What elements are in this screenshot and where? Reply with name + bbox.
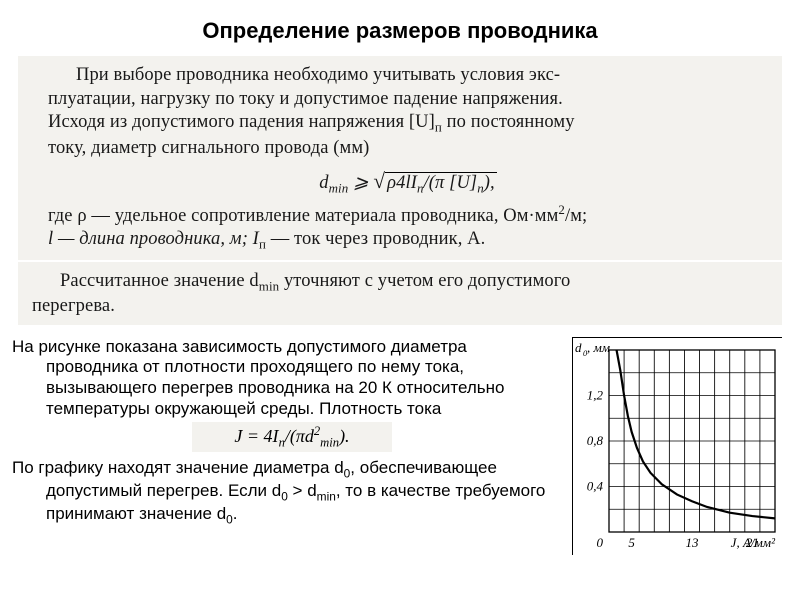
para1-line4: току, диаметр сигнального провода (мм) [48,138,369,158]
l2-s3: min [317,490,336,504]
p2-l1sub: min [259,278,279,293]
f1-gte: ⩾ [348,173,373,193]
lower-text-block: На рисунке показана зависимость допустим… [12,337,558,555]
svg-text:0,4: 0,4 [587,478,604,493]
para1-line3a: Исходя из допустимого падения напряжения… [48,112,435,132]
where-l2a: l — длина проводника, м; I [48,229,259,249]
svg-text:d: d [575,340,582,355]
svg-text:0,8: 0,8 [587,433,604,448]
p2-l1a: Рассчитанное значение d [32,271,259,291]
f2-b: /(πd [285,426,314,446]
chart-svg: 0,40,81,2513210d0, ммJ, А/мм² [573,338,783,556]
l2-a: По графику находят значение диаметра d [12,458,344,477]
svg-text:J, А/мм²: J, А/мм² [731,535,776,550]
chart-d0-vs-j: 0,40,81,2513210d0, ммJ, А/мм² [572,337,782,555]
formula-dmin: dmin ⩾ √ρ4lIп/(π [U]п), [48,160,768,201]
scanned-paragraph-2: Рассчитанное значение dmin уточняют с уч… [18,262,782,325]
p2-l2: перегрева. [32,296,115,316]
where-l2b: — ток через проводник, А. [266,229,485,249]
where-l1a: где ρ — удельное сопротивление материала… [48,206,558,226]
f2-subb: min [320,435,339,449]
p2-l1b: уточняют с учетом его допустимого [279,271,570,291]
f2-a: J = 4I [234,426,278,446]
f1-sqrt: √ [373,169,385,193]
l2-s4: 0 [226,513,233,527]
l2-e: . [233,504,238,523]
svg-text:0: 0 [597,535,604,550]
f1-rad-c: ), [484,173,495,193]
svg-text:1,2: 1,2 [587,387,604,402]
svg-text:5: 5 [628,535,635,550]
scanned-paragraph-1: При выборе проводника необходимо учитыва… [18,56,782,260]
f1-lhs-sub: min [329,181,349,196]
svg-text:, мм: , мм [587,340,610,355]
where-l2sub: п [259,237,266,252]
para1-line1: При выборе проводника необходимо учитыва… [48,64,768,88]
para1-line3b: по постоянному [442,112,575,132]
f2-c: ). [339,426,350,446]
lower-para2: По графику находят значение диаметра d0,… [12,458,558,527]
f1-lhs: d [319,173,328,193]
svg-text:13: 13 [686,535,700,550]
where-l1b: /м; [565,206,587,226]
l2-c: > d [288,481,317,500]
lower-para1: На рисунке показана зависимость допустим… [12,337,558,420]
l2-s2: 0 [281,490,288,504]
para1-line2: плуатации, нагрузку по току и допустимое… [48,89,563,109]
where-block: где ρ — удельное сопротивление материала… [48,202,768,254]
f1-rad-a: ρ4lI [387,173,417,193]
lower-section: На рисунке показана зависимость допустим… [0,327,800,555]
page-title: Определение размеров проводника [0,0,800,54]
f1-rad-b: /(π [U] [424,173,478,193]
f1-rad-b-sub: п [477,181,484,196]
f1-rad-a-sub: п [417,181,424,196]
where-l1sup: 2 [558,202,565,217]
para1-l3-sub: п [435,120,442,135]
formula-j: J = 4Iп/(πd2min). [192,422,392,453]
